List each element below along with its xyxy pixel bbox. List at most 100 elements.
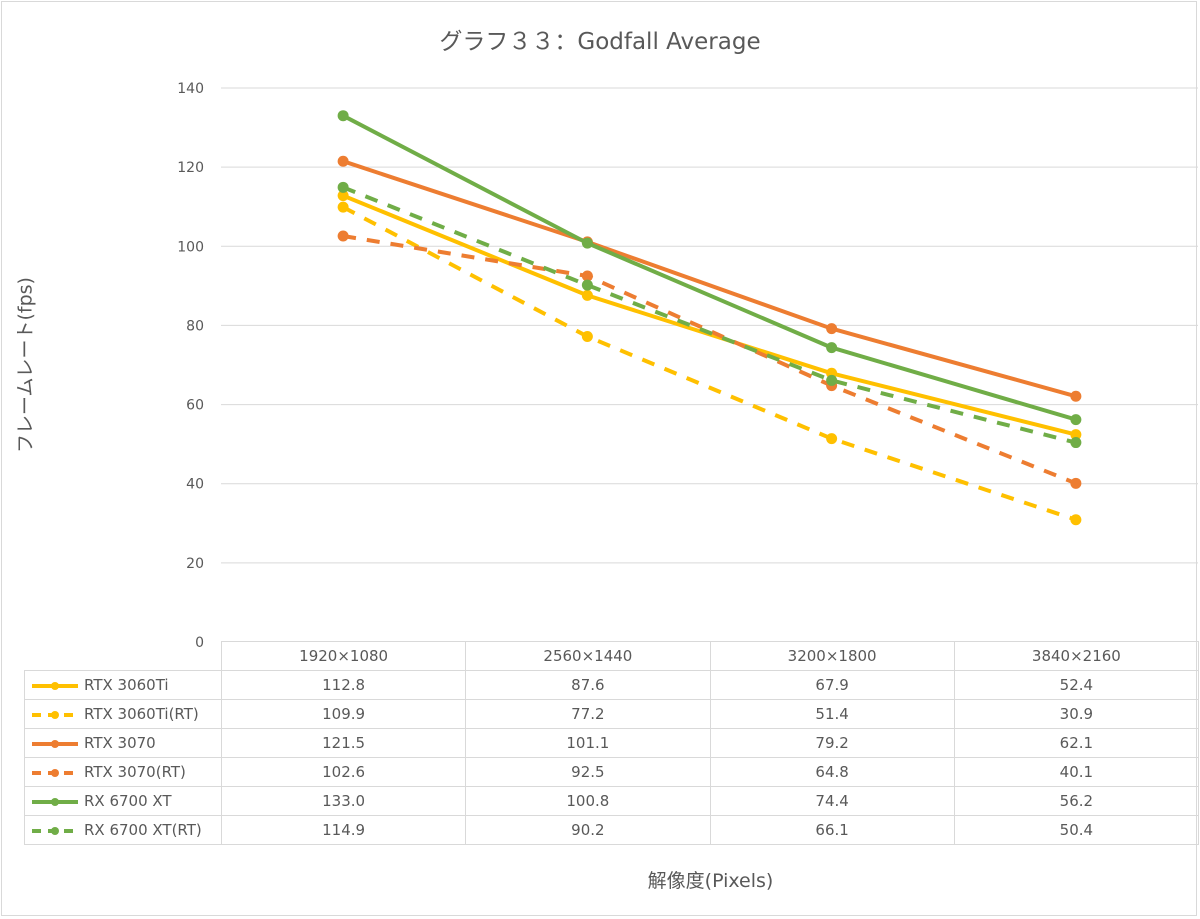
legend-key [29,680,81,692]
legend-label: RX 6700 XT [84,792,172,810]
data-value-cell: 62.1 [953,728,1200,758]
legend-marker [51,739,59,748]
x-category-label: 2560×1440 [465,641,711,671]
data-point [826,342,838,354]
data-point [1070,477,1082,489]
x-category-label: 1920×1080 [220,641,467,671]
legend-key [29,709,81,721]
table-row: RTX 3060Ti(RT) 109.9 77.2 51.4 30.9 [24,699,1200,729]
legend-label: RTX 3070 [84,734,156,752]
series-line-2 [342,159,1077,399]
data-value-cell: 40.1 [953,757,1200,787]
data-value-cell: 50.4 [953,815,1200,845]
data-value-cell: 114.9 [220,815,467,845]
data-point [826,374,838,386]
data-value-cell: 79.2 [709,728,955,758]
data-value-cell: 74.4 [709,786,955,816]
table-row: RX 6700 XT(RT) 114.9 90.2 66.1 50.4 [24,815,1200,845]
data-value-cell: 90.2 [465,815,711,845]
data-value-cell: 121.5 [220,728,467,758]
legend-key [29,796,81,808]
y-tick-label: 60 [186,398,204,414]
legend-marker [51,681,59,690]
table-row: RTX 3060Ti 112.8 87.6 67.9 52.4 [24,670,1200,700]
series-line-1 [342,205,1077,522]
legend-entry: RTX 3070(RT) [24,757,222,787]
y-tick-label: 80 [186,318,204,334]
legend-marker [51,797,59,806]
y-tick-label: 120 [177,160,204,176]
data-point [581,331,593,343]
table-corner [24,641,222,671]
legend-entry: RTX 3070 [24,728,222,758]
data-value-cell: 64.8 [709,757,955,787]
table-row: RTX 3070 121.5 101.1 79.2 62.1 [24,728,1200,758]
data-value-cell: 101.1 [465,728,711,758]
data-point [1070,429,1082,441]
data-value-cell: 92.5 [465,757,711,787]
data-point [581,279,593,291]
data-point [1070,414,1082,426]
table-row: RX 6700 XT 133.0 100.8 74.4 56.2 [24,786,1200,816]
data-point [337,181,349,193]
data-value-cell: 56.2 [953,786,1200,816]
table-header-row: 1920×1080 2560×1440 3200×1800 3840×2160 [24,641,1200,671]
data-value-cell: 30.9 [953,699,1200,729]
data-point [337,190,349,202]
data-value-cell: 87.6 [465,670,711,700]
legend-label: RX 6700 XT(RT) [84,821,202,839]
legend-marker [51,710,59,719]
x-category-label: 3200×1800 [709,641,955,671]
data-value-cell: 66.1 [709,815,955,845]
x-category-label: 3840×2160 [953,641,1200,671]
legend-entry: RX 6700 XT(RT) [24,815,222,845]
data-point [337,230,349,242]
data-point [581,270,593,282]
table-row: RTX 3070(RT) 102.6 92.5 64.8 40.1 [24,757,1200,787]
legend-key [29,767,81,779]
legend-marker [51,826,59,835]
data-value-cell: 51.4 [709,699,955,729]
legend-label: RTX 3060Ti(RT) [84,705,199,723]
data-point [581,237,593,249]
data-point [337,201,349,213]
legend-entry: RTX 3060Ti [24,670,222,700]
data-value-cell: 112.8 [220,670,467,700]
chart-title: グラフ３３：Godfall Average [439,29,761,55]
data-value-cell: 100.8 [465,786,711,816]
data-value-cell: 109.9 [220,699,467,729]
x-axis-label: 解像度(Pixels) [647,870,774,892]
data-point [826,433,838,445]
data-value-cell: 102.6 [220,757,467,787]
data-point [1070,390,1082,402]
data-point [1070,437,1082,449]
legend-key [29,825,81,837]
data-point [581,289,593,301]
legend-entry: RTX 3060Ti(RT) [24,699,222,729]
data-point [1070,514,1082,526]
legend-entry: RX 6700 XT [24,786,222,816]
y-tick-label: 40 [186,477,204,493]
series-line-4 [342,113,1077,422]
data-value-cell: 52.4 [953,670,1200,700]
series-line-0 [342,193,1077,437]
data-point [337,110,349,122]
data-point [826,323,838,335]
data-value-cell: 133.0 [220,786,467,816]
series-line-3 [342,234,1077,486]
y-tick-label: 140 [177,81,204,97]
y-tick-label: 20 [186,556,204,572]
data-table: 1920×1080 2560×1440 3200×1800 3840×2160 RTX … [24,641,1200,845]
legend-marker [51,768,59,777]
data-point [337,155,349,167]
y-tick-label: 100 [177,239,204,255]
data-value-cell: 77.2 [465,699,711,729]
series-line-5 [342,185,1077,445]
legend-key [29,738,81,750]
data-value-cell: 67.9 [709,670,955,700]
legend-label: RTX 3060Ti [84,676,169,694]
legend-label: RTX 3070(RT) [84,763,186,781]
